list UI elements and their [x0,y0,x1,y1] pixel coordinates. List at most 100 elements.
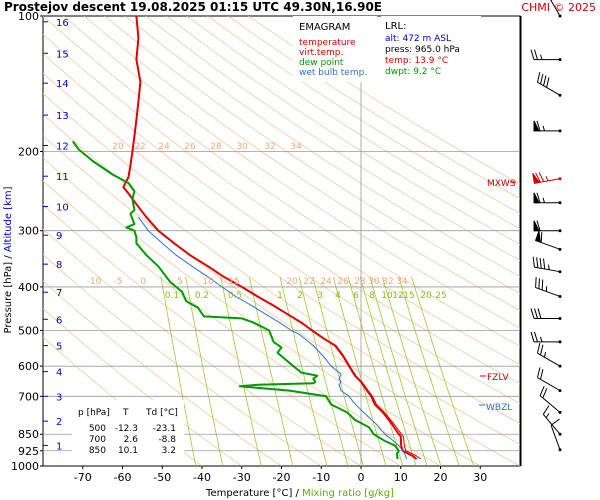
dry-adiabat-line [186,16,520,230]
mixing-ratio-line [398,276,460,466]
wind-barb-flag [540,232,543,243]
wind-barb-pennant [534,230,541,243]
x-tick-label: -60 [114,471,132,484]
wind-barb-flag [546,77,550,88]
x-tick-label: 30 [473,471,487,484]
table-header-p: p [hPa] [78,408,110,418]
wind-barb [533,192,562,205]
wind-barb-half-flag [545,175,549,182]
altitude-tick-label: 15 [56,49,69,60]
wind-barb [532,172,562,184]
mxws-label: MXWS [487,179,516,189]
mixing-ratio-line [411,276,475,466]
wind-barb-pennant [533,220,540,232]
dry-adiabat-label: 26 [184,142,196,152]
mixing-ratio-label: 6 [353,291,359,301]
altitude-tick-label: 5 [56,342,62,353]
wind-barb-flag [536,120,541,132]
sounding-lines [71,16,421,460]
legend-item-virt-temp: virt.temp. [299,48,343,58]
mixing-ratio-line [220,276,262,466]
wind-barb-flag [535,277,537,288]
wind-barb-pennant [533,192,540,204]
wind-barb-flag [530,331,535,343]
table-cell: 700 [89,435,106,445]
dry-adiabat-label: 24 [320,277,332,287]
wind-barb-flag [539,257,542,269]
legend: EMAGRAM temperature virt.temp. dew point… [293,16,377,82]
wind-barb-flag [536,342,541,354]
table-cell: 500 [89,424,106,434]
x-tick-label: -50 [153,471,171,484]
x-tick-label: 20 [434,471,448,484]
dry-adiabat-line [166,16,520,245]
dry-adiabat-line [43,33,520,366]
y-axis-title: Pressure [hPa] / Altitude [km] [3,186,14,333]
wind-barb-shaft [550,0,561,17]
wind-barb-flag [536,192,541,203]
wind-barb-shaft [537,81,561,96]
wind-barb-flag [536,220,541,231]
wind-barb-pennant [533,120,540,132]
wind-barb-flag [540,73,544,85]
legend-item-dew-point: dew point [299,58,344,68]
axes: -70 -60 -50 -40 -30 -20 -10 0 10 20 30100092585070… [11,10,487,484]
mixing-ratio-label: 12 [392,291,403,301]
y-tick-label: 500 [18,325,39,338]
wind-barb [530,331,562,344]
wind-barb-half-flag [542,125,545,132]
x-axis-title-mix: Mixing ratio [g/kg] [302,488,394,499]
dry-adiabat-label: 30 [368,277,380,287]
lrl-pressure: press: 965.0 hPa [385,45,460,55]
mixing-ratio-label: 2 [297,291,303,301]
plot-area [42,15,521,467]
dry-adiabat-label: 28 [210,142,222,152]
wind-barb-shaft [537,377,561,392]
dry-adiabat-label: 15 [228,277,239,287]
wind-barb-shaft [537,352,561,367]
wind-barb-shaft [539,395,561,413]
y-tick-label: 200 [18,145,39,158]
wind-barb [533,220,562,233]
mixing-ratio-label: 4 [335,291,341,301]
wind-barb-flag [530,49,535,60]
table-header-td: Td [°C] [145,408,178,418]
fzlv-label: FZLV [487,373,509,383]
wind-barb-flag [530,308,535,319]
wind-barb-flag [540,369,544,380]
altitude-tick-label: 13 [56,111,69,122]
wind-barb-flag [542,388,548,399]
wind-barb-flag [550,418,560,426]
table-cell: 10.1 [118,446,138,456]
y-axis-title-main: Pressure [hPa] / [3,252,14,333]
dry-adiabat-label: 20 [286,277,298,287]
dry-adiabat-label: 20 [112,142,124,152]
dry-adiabat-label: 24 [158,142,170,152]
wind-barb-half-flag [540,336,543,343]
wind-barb-flag [534,331,538,343]
wind-barb-half-flag [540,54,543,60]
mixing-ratio-label: 1 [277,291,283,301]
credit: CHMI © 2025 [521,1,596,14]
dry-adiabat-line [43,72,520,404]
wind-barb-pennant [532,173,541,184]
lrl-altitude: alt: 472 m ASL [385,34,451,44]
dry-adiabat-label: 26 [337,277,349,287]
series-dew-point-line [71,140,400,460]
wind-barb-flag [532,256,535,268]
dry-adiabat-label: 32 [382,277,393,287]
lrl-temperature: temp: 13.9 °C [385,56,448,66]
mixing-ratio-label: 8 [369,291,375,301]
chart-title: Prostejov descent 19.08.2025 01:15 UTC 4… [4,0,382,14]
mixing-ratio-label: 0.1 [165,291,179,301]
dry-adiabat-line [125,16,520,278]
table-cell: -12.3 [115,424,138,434]
y-tick-label: 1000 [11,460,39,473]
wind-barb [536,342,562,368]
altitude-tick-label: 10 [56,202,69,213]
wind-barb [535,277,562,298]
adiabat-labels: 20 22 24 26 28 30 32 34-10 -5 0 5 10 15 20 22 24 26 28 30 3… [87,142,447,301]
dry-adiabat-label: 5 [177,277,183,287]
wind-barb-flag [536,367,541,378]
